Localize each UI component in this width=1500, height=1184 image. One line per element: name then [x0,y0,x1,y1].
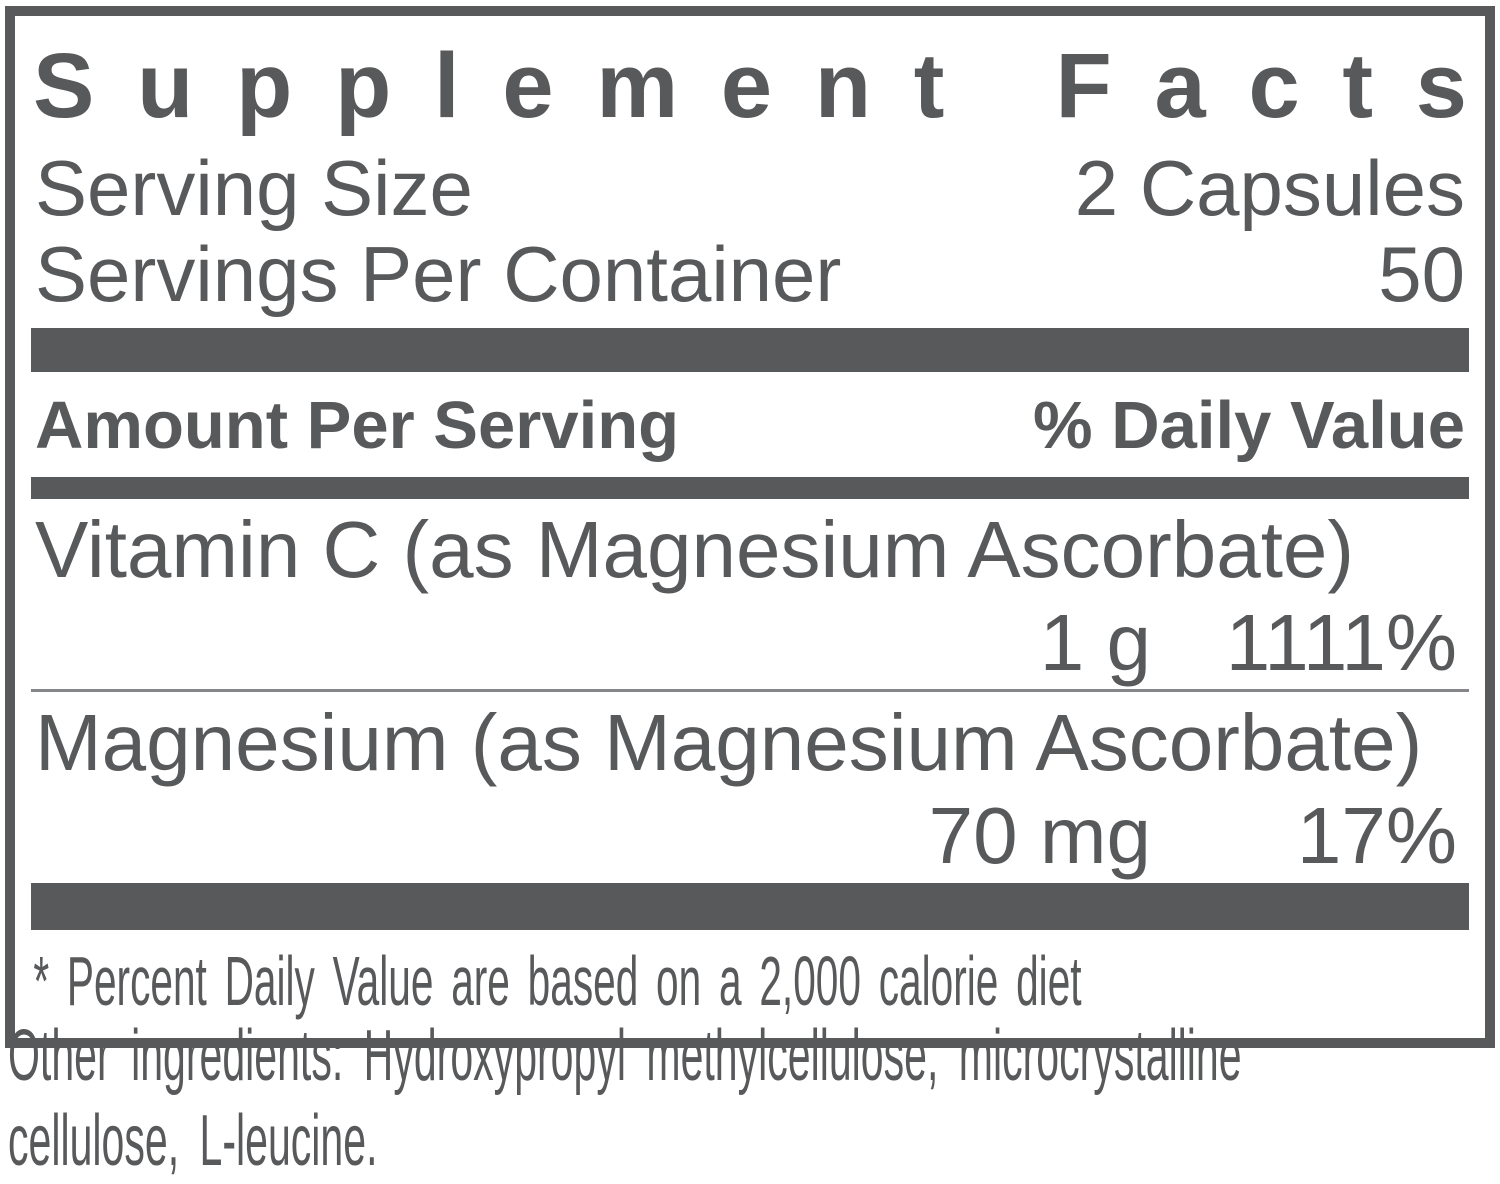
serving-size-value: 2 Capsules [1074,144,1465,232]
other-ingredients-line: Other ingredients: Hydroxypropyl methylc… [8,1016,1242,1096]
nutrient-daily-value: 1111% [1225,597,1457,687]
nutrient-amount: 70 mg [928,791,1151,881]
serving-size-label: Serving Size [35,144,473,232]
daily-value-footnote: * Percent Daily Value are based on a 2,0… [33,942,1082,1021]
nutrient-daily-value: 17% [1296,791,1457,881]
serving-size-row: Serving Size 2 Capsules [31,144,1469,232]
column-header-row: Amount Per Serving % Daily Value [31,372,1469,477]
servings-per-container-label: Servings Per Container [35,229,842,318]
other-ingredients-section: Other ingredients: Hydroxypropyl methylc… [8,1014,1500,1184]
servings-per-container-value: 50 [1378,229,1465,318]
amount-per-serving-header: Amount Per Serving [35,387,680,463]
nutrient-row-vitamin-c: Vitamin C (as Magnesium Ascorbate) 1 g 1… [31,499,1469,692]
divider-bar-header [31,476,1469,499]
nutrient-values: 70 mg 17% [31,794,1469,877]
percent-daily-value-header: % Daily Value [1033,387,1465,463]
nutrient-row-magnesium: Magnesium (as Magnesium Ascorbate) 70 mg… [31,692,1469,878]
nutrient-name: Magnesium (as Magnesium Ascorbate) [35,697,1423,787]
nutrient-values: 1 g 1111% [31,601,1469,684]
divider-bar-top [31,327,1469,372]
servings-per-container-row: Servings Per Container 50 [31,229,1469,318]
nutrient-amount: 1 g [1039,597,1151,687]
nutrient-name: Vitamin C (as Magnesium Ascorbate) [35,504,1355,594]
other-ingredients-line: cellulose, L-leucine. [8,1100,378,1181]
divider-bar-bottom [31,883,1469,931]
